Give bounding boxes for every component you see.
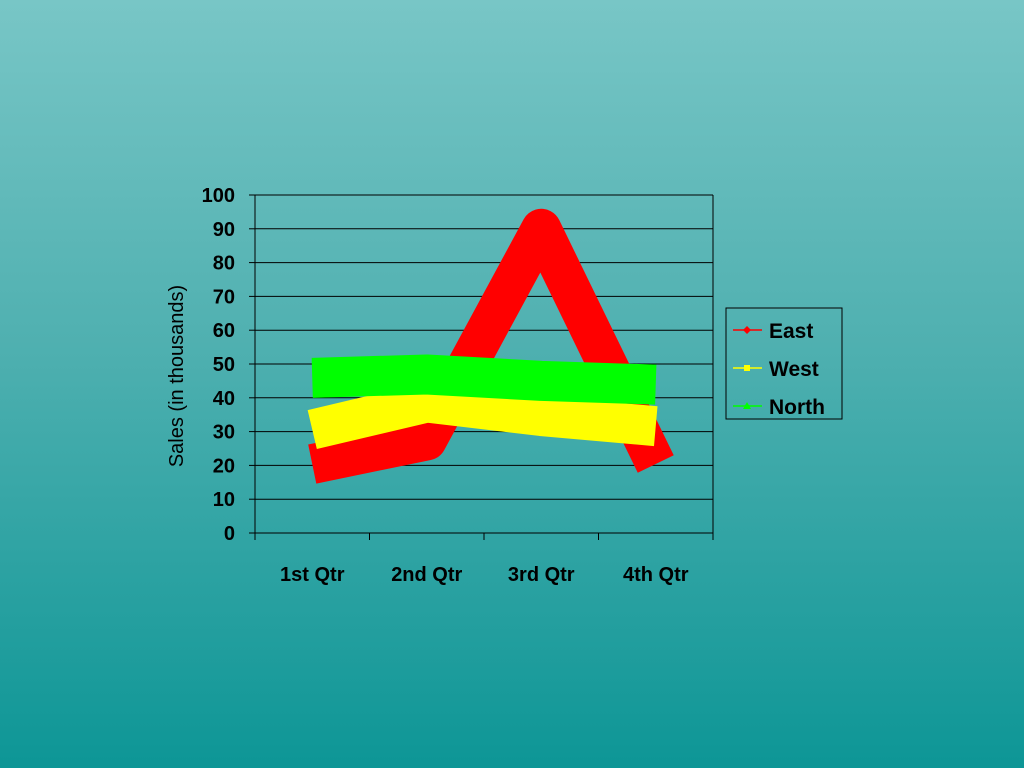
series-line-west [307, 382, 658, 450]
legend-marker-triangle-icon [743, 402, 751, 409]
series-line-north [311, 354, 657, 405]
y-tick-label: 100 [202, 185, 235, 207]
legend: East West North [725, 307, 843, 420]
y-tick-label: 50 [213, 354, 235, 376]
series-lines [307, 208, 674, 484]
x-tick-label: 3rd Qtr [508, 564, 575, 586]
axes [249, 194, 714, 540]
y-tick-label: 0 [224, 523, 235, 545]
y-tick-labels: 0 10 20 30 40 50 60 70 80 90 100 [202, 185, 235, 545]
legend-item-west: West [733, 358, 819, 381]
legend-marker-diamond-icon [743, 326, 751, 334]
y-tick-label: 10 [213, 489, 235, 511]
y-axis-title: Sales (in thousands) [166, 285, 188, 467]
y-tick-label: 90 [213, 219, 235, 241]
legend-label: East [769, 320, 813, 343]
x-tick-label: 1st Qtr [280, 564, 345, 586]
legend-box [725, 307, 843, 420]
legend-label: North [769, 396, 825, 419]
y-tick-label: 80 [213, 253, 235, 275]
y-tick-label: 30 [213, 422, 235, 444]
x-tick-labels: 1st Qtr 2nd Qtr 3rd Qtr 4th Qtr [280, 564, 689, 586]
y-tick-label: 70 [213, 286, 235, 308]
legend-item-east: East [733, 320, 813, 343]
legend-marker-square-icon [744, 365, 750, 371]
series-line-east [308, 208, 674, 484]
y-tick-label: 60 [213, 320, 235, 342]
x-tick-label: 4th Qtr [623, 564, 689, 586]
legend-label: West [769, 358, 819, 381]
y-tick-label: 40 [213, 388, 235, 410]
y-tick-label: 20 [213, 455, 235, 477]
x-tick-label: 2nd Qtr [391, 564, 462, 586]
legend-item-north: North [733, 396, 825, 419]
